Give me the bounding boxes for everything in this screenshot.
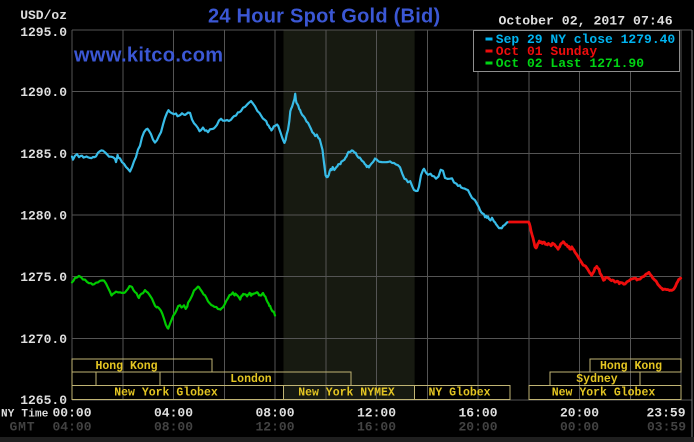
svg-text:Sep 29 NY close 1279.40: Sep 29 NY close 1279.40 [496,32,676,47]
svg-text:12:00: 12:00 [255,420,294,435]
svg-text:London: London [230,373,272,386]
svg-text:USD/oz: USD/oz [20,8,67,23]
svg-text:1275.0: 1275.0 [20,270,67,285]
svg-text:Oct 02 Last 1271.90: Oct 02 Last 1271.90 [496,56,644,71]
svg-text:NY Globex: NY Globex [428,387,490,400]
svg-text:00:00: 00:00 [560,420,599,435]
svg-text:1270.0: 1270.0 [20,332,67,347]
svg-text:October 02, 2017 07:46: October 02, 2017 07:46 [499,14,673,29]
svg-text:www.kitco.com: www.kitco.com [73,45,223,67]
svg-text:20:00: 20:00 [560,406,599,421]
svg-text:Hong Kong: Hong Kong [600,360,662,373]
svg-text:00:00: 00:00 [52,406,91,421]
svg-text:20:00: 20:00 [458,420,497,435]
svg-text:23:59: 23:59 [646,406,685,421]
svg-text:04:00: 04:00 [52,420,91,435]
svg-text:1265.0: 1265.0 [20,393,67,408]
svg-text:1295.0: 1295.0 [20,25,67,40]
svg-text:NY Time: NY Time [1,409,49,421]
svg-text:12:00: 12:00 [357,406,396,421]
svg-text:03:59: 03:59 [647,420,686,435]
svg-text:Sydney: Sydney [576,373,618,386]
svg-text:16:00: 16:00 [357,420,396,435]
svg-text:16:00: 16:00 [458,406,497,421]
svg-text:Oct 01 Sunday: Oct 01 Sunday [496,44,598,59]
svg-text:New York NYMEX: New York NYMEX [298,387,395,400]
svg-text:GMT: GMT [10,420,36,435]
svg-text:04:00: 04:00 [154,406,193,421]
svg-text:08:00: 08:00 [255,406,294,421]
svg-text:1290.0: 1290.0 [20,85,67,100]
svg-text:Hong Kong: Hong Kong [95,360,157,373]
svg-text:1285.0: 1285.0 [20,147,67,162]
svg-text:24 Hour Spot Gold (Bid): 24 Hour Spot Gold (Bid) [208,6,440,28]
svg-text:New York Globex: New York Globex [552,387,656,400]
svg-text:08:00: 08:00 [154,420,193,435]
svg-text:1280.0: 1280.0 [20,209,67,224]
svg-text:New York Globex: New York Globex [114,387,218,400]
